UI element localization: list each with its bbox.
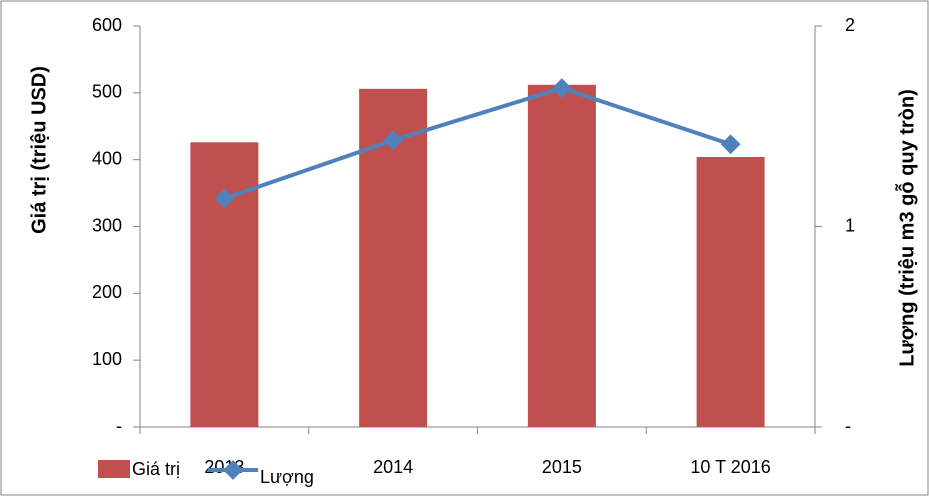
y-tick-label: 600 bbox=[92, 15, 122, 35]
legend-label: Giá trị bbox=[132, 459, 180, 479]
x-tick-label: 2015 bbox=[542, 457, 582, 477]
legend-label: Lượng bbox=[260, 467, 314, 487]
y-tick-label: 200 bbox=[92, 282, 122, 302]
y-tick-label: 300 bbox=[92, 215, 122, 235]
y-tick-label: 500 bbox=[92, 82, 122, 102]
bar bbox=[190, 142, 259, 428]
line-marker bbox=[383, 130, 404, 151]
y2-tick-label: - bbox=[845, 416, 851, 436]
x-tick-label: 10 T 2016 bbox=[690, 457, 770, 477]
bar bbox=[696, 156, 765, 427]
x-tick-label: 2014 bbox=[373, 457, 413, 477]
y-tick-label: 400 bbox=[92, 148, 122, 168]
y-axis-title: Giá trị (triệu USD) bbox=[28, 66, 50, 234]
y-tick-label: - bbox=[116, 416, 122, 436]
line bbox=[223, 86, 732, 201]
legend-swatch bbox=[223, 460, 243, 480]
y-tick-label: 100 bbox=[92, 349, 122, 369]
line-marker bbox=[214, 188, 235, 209]
y2-tick-label: 2 bbox=[845, 15, 855, 35]
y2-tick-label: 1 bbox=[845, 215, 855, 235]
bar bbox=[527, 84, 596, 428]
y2-axis-title: Lượng (triệu m3 gỗ quy tròn) bbox=[894, 89, 918, 367]
legend-swatch bbox=[98, 460, 130, 478]
